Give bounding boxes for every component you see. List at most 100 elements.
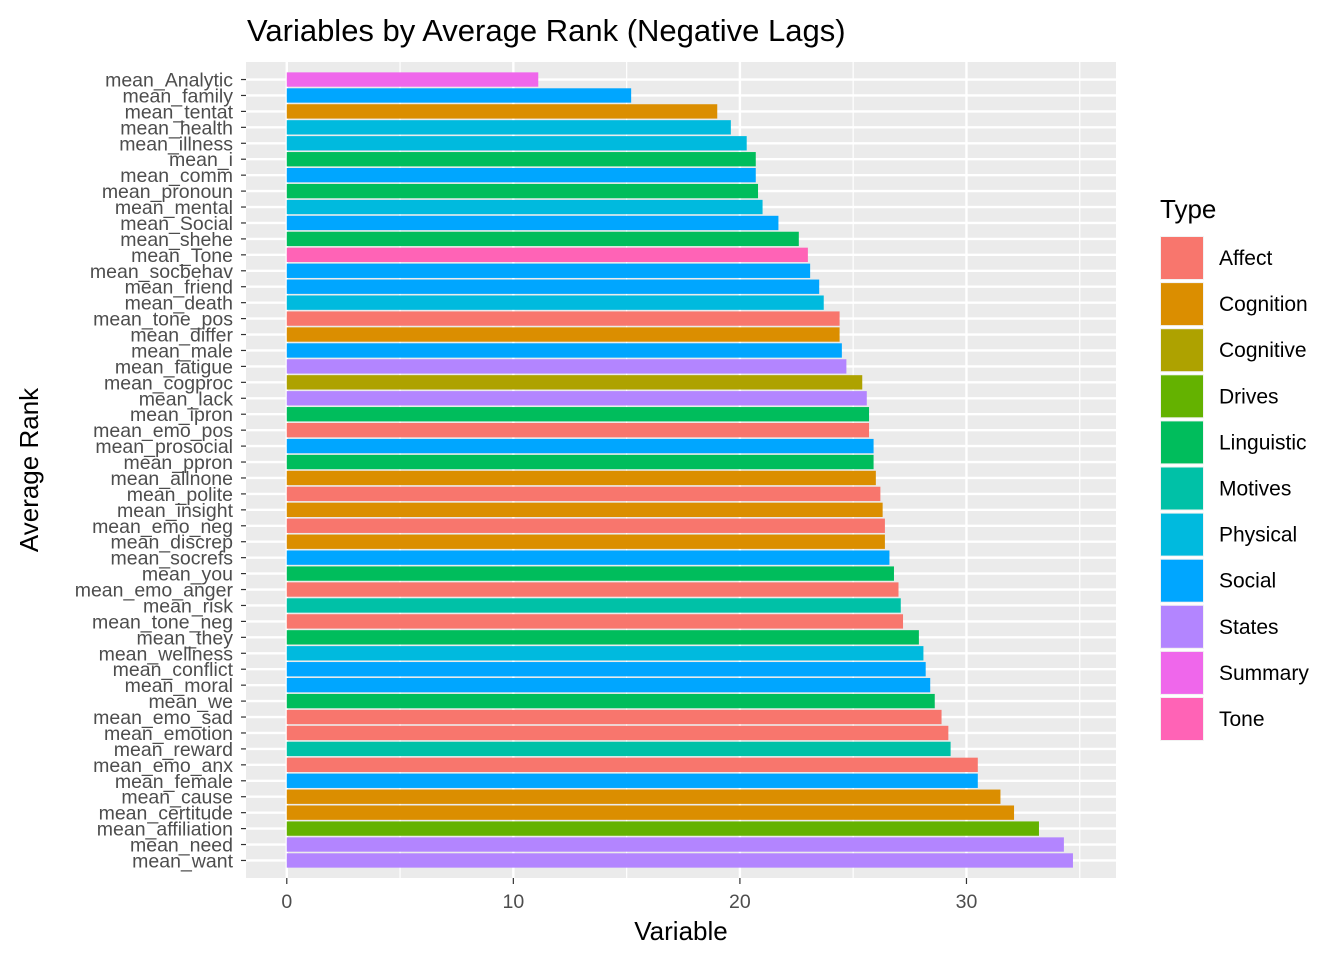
y-tick-label: mean_pronoun [102, 181, 233, 203]
legend-swatch-cognitive [1161, 329, 1203, 372]
bar-mean-ipron [286, 407, 870, 422]
y-tick-label: mean_ipron [130, 404, 233, 426]
bar-mean-insight [286, 502, 883, 518]
y-tick-label: mean_lack [139, 388, 234, 410]
legend-title: Type [1160, 194, 1216, 224]
y-tick-label: mean_female [115, 771, 233, 793]
bar-mean-emo-anx [286, 757, 978, 773]
y-tick-label: mean_comm [120, 165, 233, 187]
bar-mean-friend [286, 279, 820, 294]
legend: Type Affect Cognition Cognitive Drives Lingu… [1160, 194, 1309, 741]
bar-mean-need [286, 837, 1064, 852]
bar-mean-tone-pos [286, 311, 840, 326]
bar-mean-tone-neg [286, 614, 904, 629]
bar-mean-family [286, 88, 632, 103]
legend-label-motives: Motives [1219, 478, 1291, 501]
bar-mean-prosocial [286, 438, 874, 454]
y-tick-label: mean_allnone [110, 468, 233, 490]
y-tick-label: mean_cogproc [104, 372, 233, 394]
bar-mean-cogproc [286, 375, 863, 390]
legend-swatch-cognition [1161, 283, 1203, 326]
y-tick-label: mean_tentat [125, 101, 234, 123]
y-tick-label: mean_male [131, 340, 233, 362]
bar-mean-polite [286, 486, 881, 502]
y-tick-label: mean_risk [143, 595, 233, 617]
legend-label-drives: Drives [1219, 385, 1279, 408]
y-tick-label: mean_moral [125, 675, 233, 697]
y-tick-label: mean_affiliation [97, 819, 233, 841]
bar-mean-cause [286, 789, 1001, 804]
bar-mean-allnone [286, 470, 876, 486]
y-tick-label: mean_differ [130, 325, 233, 347]
y-tick-label: mean_discrep [111, 532, 234, 554]
y-tick-label: mean_want [132, 850, 233, 872]
bar-mean-comm [286, 167, 756, 183]
bar-mean-social [286, 215, 779, 231]
y-tick-label: mean_shehe [120, 229, 233, 251]
y-tick-label: mean_certitude [99, 803, 233, 825]
bar-mean-male [286, 343, 842, 358]
bar-mean-we [286, 693, 935, 709]
y-tick-label: mean_wellness [99, 643, 234, 665]
bar-mean-lack [286, 391, 867, 406]
y-tick-label: mean_emo_sad [93, 707, 233, 729]
legend-label-cognition: Cognition [1219, 293, 1308, 316]
y-tick-label: mean_Analytic [105, 70, 233, 92]
y-tick-label: mean_ppron [124, 452, 234, 474]
legend-label-physical: Physical [1219, 524, 1297, 547]
y-tick-label: mean_fatigue [115, 356, 233, 378]
bar-mean-emo-pos [286, 422, 870, 438]
y-tick-label: mean_emo_anger [75, 580, 234, 602]
bar-mean-tentat [286, 104, 718, 119]
y-tick-label: mean_cause [121, 787, 233, 809]
y-tick-label: mean_socrefs [111, 548, 234, 570]
y-tick-label: mean_you [142, 564, 233, 586]
legend-swatch-motives [1161, 467, 1203, 510]
y-tick-label: mean_emo_anx [93, 755, 233, 777]
y-tick-label: mean_we [148, 691, 233, 713]
bar-mean-socbehav [286, 263, 811, 278]
y-tick-label: mean_socbehav [90, 261, 233, 283]
bar-mean-health [286, 120, 731, 135]
bar-mean-emotion [286, 725, 949, 741]
bar-mean-they [286, 630, 919, 645]
legend-label-summary: Summary [1219, 662, 1309, 685]
legend-label-states: States [1219, 616, 1279, 639]
bar-mean-i [286, 152, 756, 167]
y-tick-label: mean_i [169, 149, 233, 171]
legend-swatch-linguistic [1161, 421, 1203, 464]
y-tick-label: mean_polite [127, 484, 233, 506]
bar-mean-emo-neg [286, 518, 885, 533]
y-tick-label: mean_family [122, 85, 233, 107]
y-tick-label: mean_Social [120, 213, 233, 235]
legend-swatch-summary [1161, 651, 1203, 694]
legend-label-social: Social [1219, 570, 1276, 593]
bar-mean-moral [286, 677, 931, 693]
legend-swatch-affect [1161, 237, 1203, 279]
y-tick-label: mean_friend [125, 277, 233, 299]
bar-mean-ppron [286, 454, 874, 470]
bar-mean-want [286, 853, 1073, 868]
y-tick-label: mean_illness [119, 133, 233, 155]
legend-swatch-states [1161, 605, 1203, 648]
legend-swatch-tone [1161, 698, 1203, 740]
bar-mean-fatigue [286, 359, 847, 374]
y-tick-label: mean_emo_pos [93, 420, 233, 442]
bar-mean-socrefs [286, 550, 890, 565]
y-tick-label: mean_reward [114, 739, 233, 761]
x-tick-label: 30 [956, 891, 978, 913]
bars [286, 72, 1073, 868]
bar-mean-conflict [286, 662, 926, 677]
x-tick-label: 20 [729, 891, 751, 913]
bar-mean-wellness [286, 646, 924, 661]
y-tick-label: mean_tone_pos [93, 309, 233, 331]
legend-label-cognitive: Cognitive [1219, 339, 1307, 362]
bar-mean-differ [286, 327, 840, 342]
bar-mean-discrep [286, 534, 885, 549]
x-tick-label: 10 [502, 891, 524, 913]
bar-mean-you [286, 566, 894, 581]
bar-mean-mental [286, 199, 763, 215]
